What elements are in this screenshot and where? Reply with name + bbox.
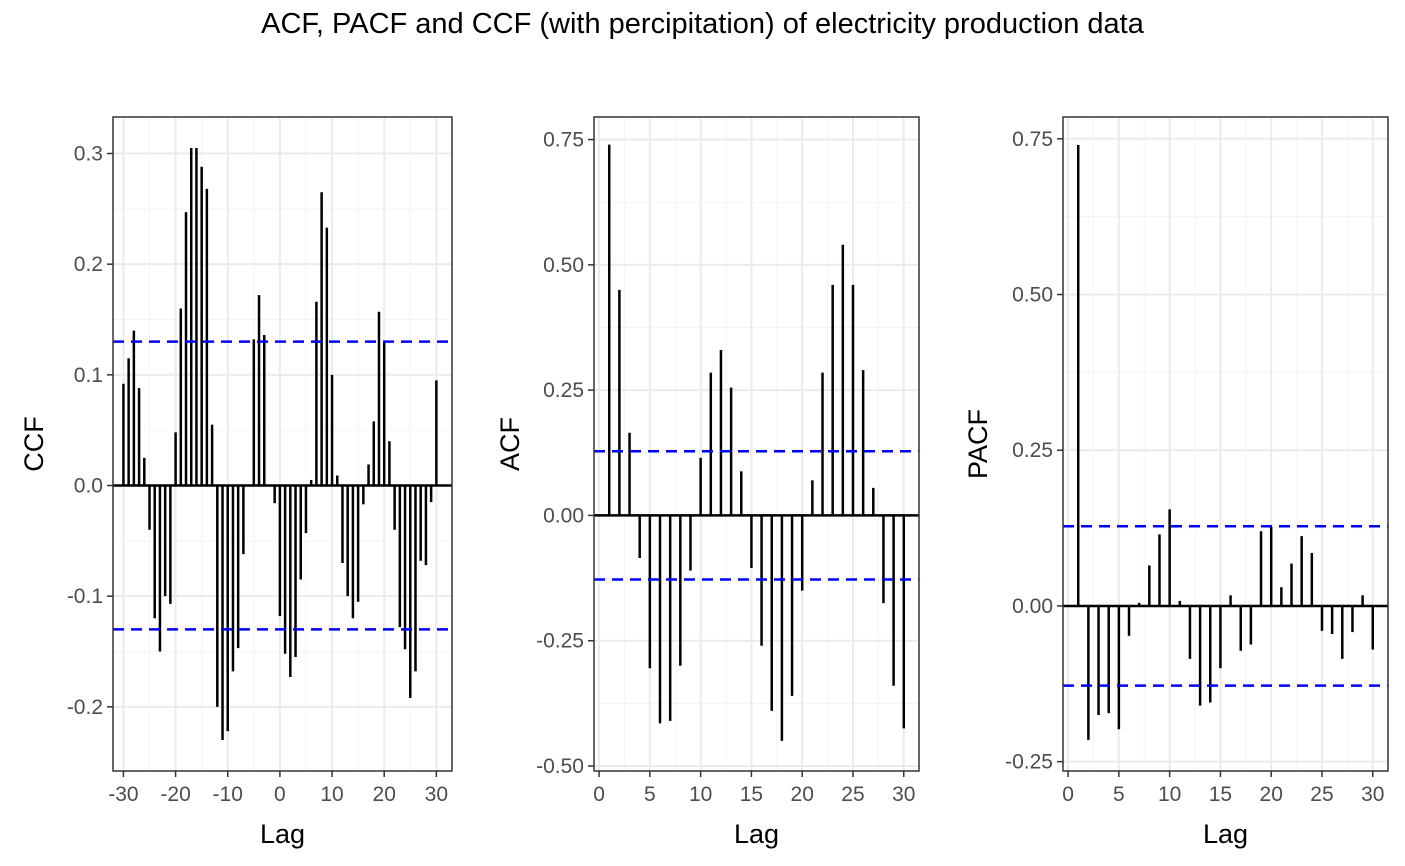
acf-y-tick-label: 0.75 — [543, 129, 584, 152]
acf-y-tick-label: 0.00 — [543, 504, 584, 527]
ccf-x-tick-label: -20 — [160, 783, 190, 806]
acf-x-tick-label: 25 — [841, 783, 864, 806]
ccf-x-tick-label: -10 — [213, 783, 243, 806]
acf-x-tick-label: 20 — [791, 783, 814, 806]
ccf-y-tick-label: 0.0 — [74, 474, 103, 497]
ccf-x-tick-label: 20 — [373, 783, 396, 806]
pacf-x-tick-label: 10 — [1158, 783, 1181, 806]
panel-ccf: -0.2 -0.1 0.0 0.1 0.2 0.3 -30 -20 -10 0 10 20 30 Lag C… — [19, 116, 453, 849]
ccf-y-tick-label: -0.1 — [67, 585, 103, 608]
acf-x-tick-label: 15 — [740, 783, 763, 806]
pacf-x-tick-label: 30 — [1361, 783, 1384, 806]
ccf-y-axis-title: CCF — [19, 416, 49, 472]
ccf-y-tick-label: 0.3 — [74, 143, 103, 166]
acf-y-axis-title: ACF — [495, 417, 525, 471]
ccf-y-tick-label: 0.1 — [74, 364, 103, 387]
acf-x-tick-label: 30 — [892, 783, 915, 806]
pacf-x-axis-title: Lag — [1203, 819, 1248, 849]
acf-panel-border — [593, 116, 920, 772]
ccf-x-tick-label: 0 — [274, 783, 286, 806]
pacf-y-axis-title: PACF — [963, 409, 993, 479]
acf-x-tick-label: 10 — [689, 783, 712, 806]
panel-acf: -0.50 -0.25 0.00 0.25 0.50 0.75 0 5 10 15 20 25 30 La… — [495, 116, 920, 849]
ccf-x-axis-title: Lag — [260, 819, 305, 849]
ccf-y-tick-label: 0.2 — [74, 253, 103, 276]
pacf-x-tick-label: 15 — [1209, 783, 1232, 806]
pacf-y-tick-label: 0.50 — [1012, 284, 1053, 307]
acf-x-axis-title: Lag — [734, 819, 779, 849]
pacf-y-tick-label: 0.25 — [1012, 439, 1053, 462]
acf-x-tick-label: 0 — [593, 783, 605, 806]
acf-y-tick-label: 0.50 — [543, 254, 584, 277]
ccf-x-tick-label: 30 — [425, 783, 448, 806]
pacf-x-tick-label: 25 — [1310, 783, 1333, 806]
pacf-panel-border — [1062, 116, 1389, 772]
panel-pacf: -0.25 0.00 0.25 0.50 0.75 0 5 10 15 20 25 30 Lag PACF — [963, 116, 1389, 849]
pacf-y-tick-label: 0.00 — [1012, 595, 1053, 618]
ccf-x-tick-label: 10 — [320, 783, 343, 806]
acf-x-tick-label: 5 — [644, 783, 656, 806]
ccf-panel-border — [112, 116, 453, 772]
acf-y-tick-label: -0.50 — [536, 755, 584, 778]
acf-y-tick-label: -0.25 — [536, 630, 584, 653]
ccf-x-tick-label: -30 — [108, 783, 138, 806]
pacf-y-tick-label: 0.75 — [1012, 128, 1053, 151]
acf-y-tick-label: 0.25 — [543, 379, 584, 402]
pacf-x-tick-label: 20 — [1260, 783, 1283, 806]
pacf-x-tick-label: 5 — [1113, 783, 1125, 806]
pacf-x-tick-label: 0 — [1062, 783, 1074, 806]
ccf-y-tick-label: -0.2 — [67, 696, 103, 719]
chart-title: ACF, PACF and CCF (with percipitation) o… — [261, 8, 1144, 40]
pacf-y-tick-label: -0.25 — [1005, 751, 1053, 774]
